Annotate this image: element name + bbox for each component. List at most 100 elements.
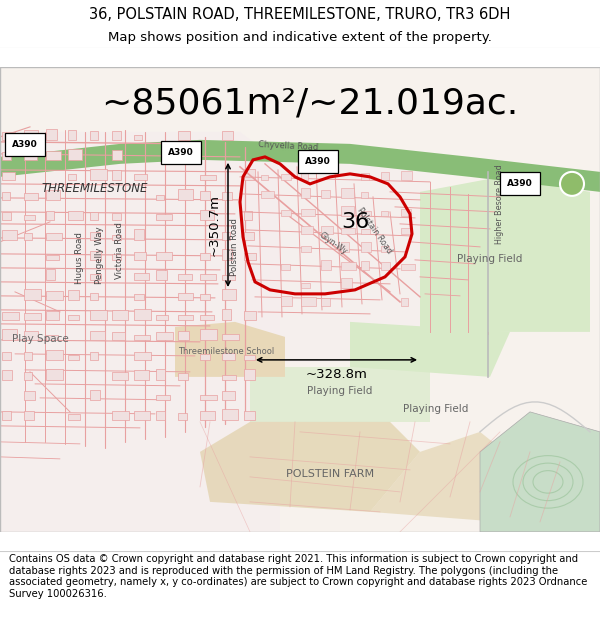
Bar	[2, 192, 10, 200]
Bar	[301, 283, 310, 288]
Bar	[222, 334, 239, 340]
Bar	[46, 211, 54, 220]
Bar	[90, 352, 98, 360]
Bar	[178, 189, 193, 200]
Bar	[134, 174, 147, 180]
Bar	[244, 411, 255, 420]
Bar	[301, 172, 308, 180]
Text: Map shows position and indicative extent of the property.: Map shows position and indicative extent…	[108, 31, 492, 44]
Bar	[90, 331, 105, 340]
Bar	[112, 310, 128, 320]
Bar	[222, 232, 230, 240]
Bar	[244, 211, 252, 220]
Bar	[301, 246, 311, 252]
Bar	[24, 313, 41, 320]
Bar	[112, 150, 122, 160]
Bar	[321, 298, 330, 306]
Bar	[200, 354, 210, 360]
Bar	[281, 210, 291, 216]
Polygon shape	[250, 367, 430, 422]
Bar	[200, 395, 217, 400]
Polygon shape	[175, 322, 285, 377]
Bar	[46, 129, 57, 140]
Bar	[156, 195, 164, 200]
Polygon shape	[350, 322, 510, 377]
Bar	[200, 315, 214, 320]
Bar	[301, 226, 313, 234]
Bar	[222, 131, 233, 140]
Bar	[301, 297, 316, 306]
Text: Contains OS data © Crown copyright and database right 2021. This information is : Contains OS data © Crown copyright and d…	[9, 554, 587, 599]
Bar	[222, 391, 235, 400]
Text: Pengelly Way: Pengelly Way	[95, 226, 104, 284]
Bar	[134, 335, 150, 340]
Bar	[341, 206, 354, 216]
Bar	[46, 190, 60, 200]
Bar	[90, 251, 101, 260]
Bar	[321, 190, 330, 198]
Bar	[68, 290, 79, 300]
Bar	[156, 315, 168, 320]
Text: Polstain Road: Polstain Road	[230, 218, 239, 276]
Bar	[261, 175, 268, 180]
Bar	[321, 226, 333, 234]
Text: ~350.7m: ~350.7m	[208, 194, 221, 256]
Bar	[222, 289, 236, 300]
Bar	[24, 372, 32, 380]
Bar	[156, 332, 173, 340]
Bar	[112, 332, 125, 340]
Bar	[200, 191, 210, 200]
Bar	[341, 242, 349, 252]
Bar	[222, 275, 235, 280]
Polygon shape	[420, 177, 590, 332]
Text: Chyvella Road: Chyvella Road	[258, 140, 319, 152]
Bar	[68, 355, 79, 360]
Bar	[24, 352, 32, 360]
Bar	[156, 214, 172, 220]
Text: A390: A390	[168, 148, 194, 157]
Text: 36, POLSTAIN ROAD, THREEMILESTONE, TRURO, TR3 6DH: 36, POLSTAIN ROAD, THREEMILESTONE, TRURO…	[89, 7, 511, 22]
Text: A390: A390	[507, 179, 533, 188]
Bar	[381, 262, 390, 270]
Bar	[90, 293, 98, 300]
Bar	[68, 414, 80, 420]
Bar	[341, 188, 354, 198]
Bar	[134, 352, 151, 360]
Bar	[134, 294, 144, 300]
Bar	[24, 411, 34, 420]
Polygon shape	[370, 432, 530, 522]
Text: Playing Field: Playing Field	[307, 386, 373, 396]
Bar	[134, 309, 151, 320]
Bar	[281, 264, 290, 270]
Bar	[134, 135, 142, 140]
Bar	[321, 260, 331, 270]
Bar	[222, 192, 232, 200]
Bar	[112, 213, 121, 220]
Bar	[68, 130, 76, 140]
Bar	[401, 298, 408, 306]
Bar	[134, 370, 149, 380]
Bar	[341, 262, 356, 270]
Bar	[24, 155, 37, 160]
Bar	[301, 209, 315, 216]
Bar	[46, 233, 62, 240]
Bar	[200, 274, 216, 280]
Bar	[244, 369, 255, 380]
Bar	[381, 246, 389, 252]
Bar	[2, 212, 11, 220]
Bar	[361, 242, 371, 252]
Bar	[156, 411, 165, 420]
Bar	[46, 269, 55, 280]
Bar	[68, 149, 82, 160]
Bar	[361, 261, 369, 270]
Bar	[134, 411, 150, 420]
Bar	[301, 188, 310, 198]
Bar	[401, 264, 415, 270]
Bar	[46, 335, 58, 340]
Text: 36: 36	[341, 212, 369, 232]
Bar	[46, 291, 63, 300]
Text: Play Space: Play Space	[12, 334, 69, 344]
Bar	[134, 273, 149, 280]
Bar	[46, 151, 61, 160]
Bar	[244, 169, 255, 180]
